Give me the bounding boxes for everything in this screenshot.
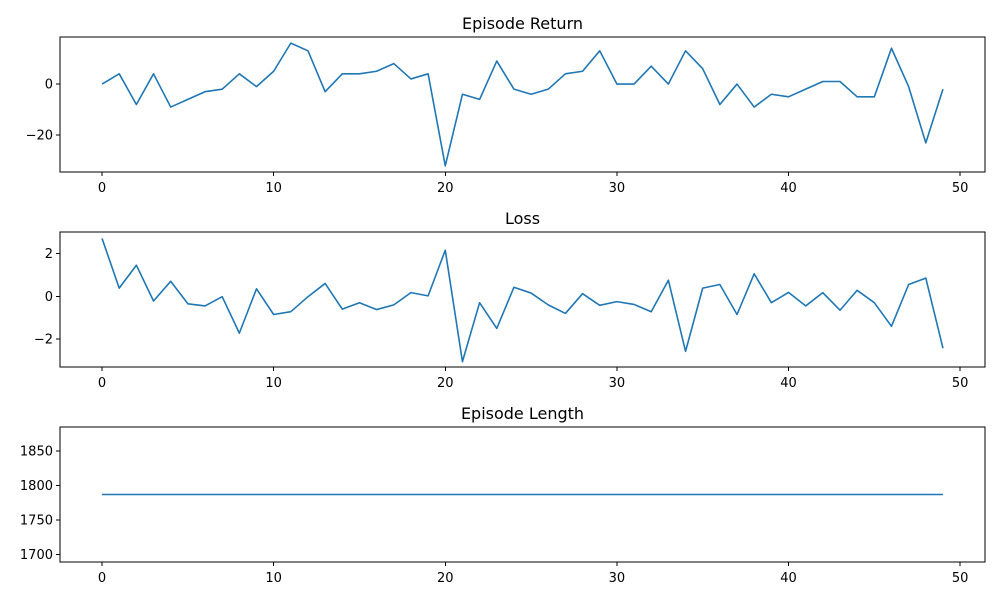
x-tick-label: 0 <box>98 376 106 391</box>
y-tick-label: 1800 <box>20 479 53 494</box>
x-tick-label: 10 <box>265 376 282 391</box>
x-tick-label: 30 <box>609 376 626 391</box>
y-tick-label: 1750 <box>20 513 53 528</box>
subplot-title: Loss <box>505 209 540 228</box>
y-tick-label: 1850 <box>20 445 53 460</box>
subplot-title: Episode Return <box>462 14 583 33</box>
series-line <box>101 42 944 167</box>
y-tick-label: −20 <box>26 129 53 144</box>
x-tick-label: 20 <box>437 376 454 391</box>
x-tick-label: 0 <box>98 571 106 586</box>
y-tick-label: 2 <box>45 247 53 262</box>
x-axis: 0 10 20 30 40 50 <box>98 562 968 586</box>
plot-frame <box>59 426 986 563</box>
subplot-title: Episode Length <box>461 404 584 423</box>
subplot-loss: Loss −2 0 2 0 10 20 30 40 50 <box>34 209 986 391</box>
x-tick-label: 50 <box>952 181 969 196</box>
y-tick-label: 1700 <box>20 548 53 563</box>
y-axis: 1700 1750 1800 1850 <box>20 445 60 563</box>
x-tick-label: 40 <box>780 376 797 391</box>
x-tick-label: 10 <box>265 181 282 196</box>
y-tick-label: 0 <box>45 78 53 93</box>
subplot-episode-length: Episode Length 1700 1750 1800 1850 0 10 20 30 4… <box>20 404 986 586</box>
series-line <box>101 238 944 363</box>
x-tick-label: 20 <box>437 571 454 586</box>
x-tick-label: 10 <box>265 571 282 586</box>
plot-frame <box>59 36 986 173</box>
y-axis: −20 0 <box>26 78 60 144</box>
x-tick-label: 40 <box>780 181 797 196</box>
subplot-episode-return: Episode Return −20 0 0 10 20 30 40 50 <box>26 14 986 196</box>
plot-frame <box>59 231 986 368</box>
x-tick-label: 40 <box>780 571 797 586</box>
x-tick-label: 0 <box>98 181 106 196</box>
x-tick-label: 50 <box>952 376 969 391</box>
x-tick-label: 50 <box>952 571 969 586</box>
x-axis: 0 10 20 30 40 50 <box>98 172 968 196</box>
y-tick-label: 0 <box>45 290 53 305</box>
x-axis: 0 10 20 30 40 50 <box>98 367 968 391</box>
x-tick-label: 30 <box>609 181 626 196</box>
x-tick-label: 20 <box>437 181 454 196</box>
y-tick-label: −2 <box>34 333 53 348</box>
x-tick-label: 30 <box>609 571 626 586</box>
y-axis: −2 0 2 <box>34 247 60 348</box>
